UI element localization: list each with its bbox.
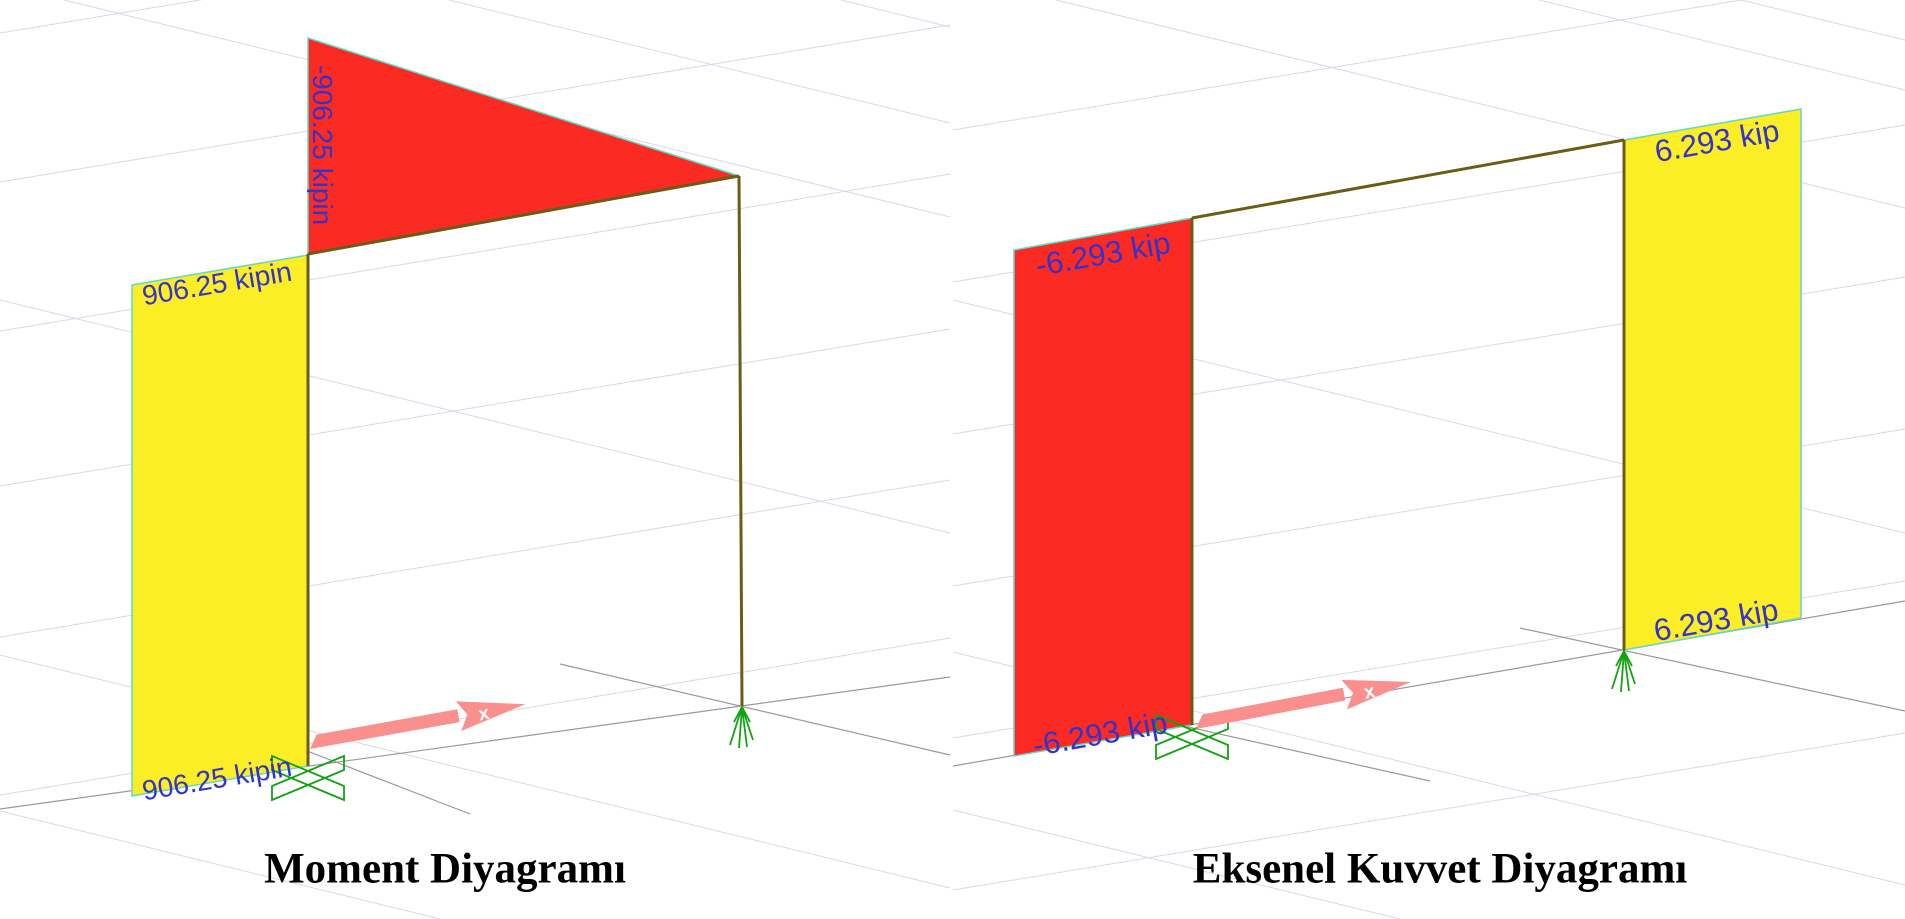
moment-caption: Moment Diyagramı — [264, 845, 626, 893]
pin-support[interactable] — [729, 705, 754, 749]
beam-member[interactable] — [1191, 138, 1625, 220]
axial-panel: x — [952, 0, 1905, 919]
fixed-support[interactable] — [271, 754, 345, 802]
pin-support[interactable] — [1611, 649, 1636, 693]
x-axis-arrow: x — [1196, 679, 1411, 729]
moment-panel: x — [0, 0, 951, 919]
x-axis-arrow-label: x — [1362, 681, 1377, 704]
x-axis-arrow-label: x — [477, 703, 492, 726]
frame-members[interactable] — [1190, 138, 1626, 725]
fixed-support[interactable] — [1155, 713, 1229, 761]
axial-positive-region[interactable] — [1623, 108, 1802, 651]
beam-member[interactable] — [307, 174, 740, 256]
moment-positive-region[interactable] — [131, 254, 309, 797]
x-axis-arrow: x — [310, 701, 526, 749]
axial-negative-region[interactable] — [1013, 217, 1193, 757]
moment-beam-end-value: -906.25 kipin — [307, 64, 338, 226]
right-column-member[interactable] — [737, 175, 744, 707]
axial-caption: Eksenel Kuvvet Diyagramı — [1192, 845, 1688, 893]
frame-members[interactable] — [306, 174, 744, 766]
